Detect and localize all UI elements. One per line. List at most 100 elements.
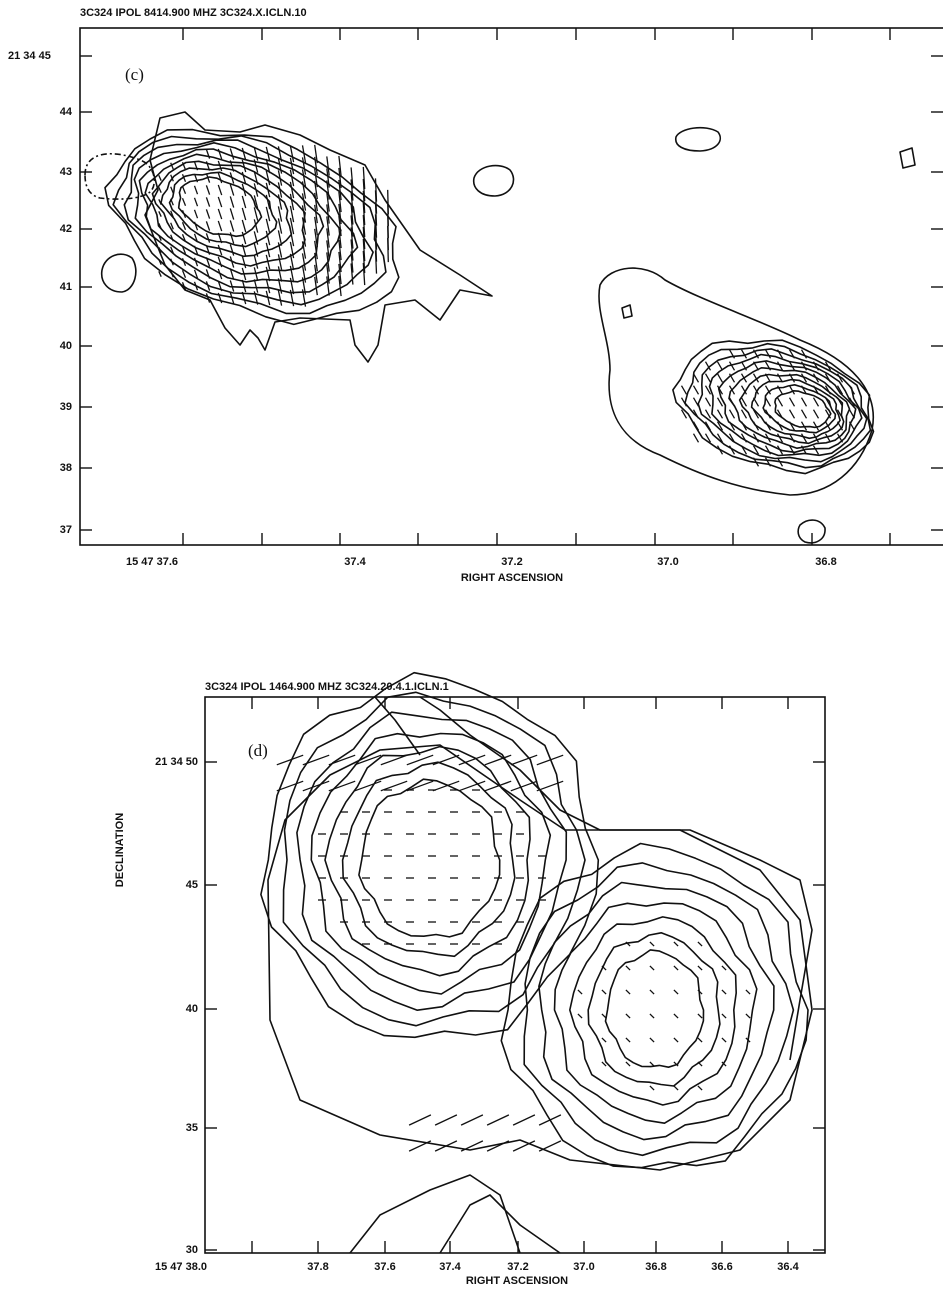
polarization-vector	[766, 398, 771, 407]
polarization-vector	[539, 1115, 561, 1125]
y-tick-label: 30	[186, 1244, 198, 1256]
polarization-vector	[698, 966, 702, 970]
polarization-vector	[694, 374, 699, 383]
y-axis-label: DECLINATION	[114, 813, 126, 887]
polarization-vector	[539, 1141, 561, 1151]
polarization-vector	[195, 210, 198, 218]
x-axis-label: RIGHT ASCENSION	[461, 572, 563, 584]
polarization-vector	[230, 184, 233, 195]
polarization-vector	[487, 1115, 509, 1125]
contour	[900, 148, 915, 168]
polarization-vector	[381, 755, 407, 765]
polarization-vector	[802, 398, 807, 407]
x-tick-label: 37.4	[439, 1261, 461, 1273]
contour	[555, 903, 757, 1123]
contour	[676, 128, 721, 151]
polarization-vector	[694, 434, 699, 443]
polarization-vector	[650, 966, 654, 970]
polarization-vector	[626, 1038, 630, 1042]
polarization-vector	[814, 398, 819, 407]
polarization-vector	[206, 209, 209, 218]
panel-header: 3C324 IPOL 8414.900 MHZ 3C324.X.ICLN.10	[80, 7, 307, 19]
y-tick-label: 40	[60, 340, 72, 352]
contour	[152, 161, 305, 266]
polarization-vector	[790, 398, 795, 407]
polarization-vector	[242, 256, 245, 268]
polarization-vector	[409, 1115, 431, 1125]
polarization-vector	[674, 966, 678, 970]
polarization-vector	[730, 410, 735, 419]
x-tick-label: 37.4	[344, 556, 366, 568]
polarization-vector	[698, 1038, 702, 1042]
polarization-vector	[183, 186, 186, 193]
polarization-vector	[230, 208, 233, 219]
contour	[311, 734, 550, 995]
x-tick-label: 15 47 37.6	[126, 556, 178, 568]
polarization-vector	[674, 942, 678, 946]
page-body: 3C324 IPOL 8414.900 MHZ 3C324.X.ICLN.10 …	[0, 0, 943, 1293]
x-tick-label: 37.0	[657, 556, 678, 568]
x-tick-label: 36.4	[777, 1261, 799, 1273]
polarization-vector	[218, 161, 221, 171]
contour	[139, 149, 341, 282]
contour	[539, 883, 774, 1140]
polarization-vector	[461, 1115, 483, 1125]
polarization-vector	[159, 175, 161, 180]
polarization-vector	[674, 1086, 678, 1090]
polarization-vector	[513, 1115, 535, 1125]
y-tick-label: 37	[60, 524, 72, 536]
polarization-vector	[754, 398, 759, 407]
contour	[283, 692, 585, 1025]
polarization-vector	[435, 1115, 457, 1125]
polarization-vector	[171, 187, 174, 193]
polarization-vector	[694, 398, 699, 407]
polarization-vector	[674, 1038, 678, 1042]
y-tick-label: 43	[60, 166, 72, 178]
contour	[622, 305, 632, 318]
contour	[606, 950, 704, 1067]
polarization-vector	[742, 374, 747, 383]
x-tick-label: 37.8	[307, 1261, 328, 1273]
x-tick-label: 36.6	[711, 1261, 732, 1273]
polarization-vector	[698, 1086, 702, 1090]
polarization-vector	[230, 244, 233, 255]
contour	[501, 844, 808, 1168]
polarization-vector	[650, 990, 654, 994]
polarization-vector	[218, 149, 221, 159]
polarization-vector	[230, 220, 233, 231]
polarization-vector	[746, 990, 750, 994]
contour	[102, 254, 136, 292]
polarization-vector	[195, 186, 198, 194]
polarization-vector	[218, 257, 221, 267]
polarization-vector	[626, 966, 630, 970]
polarization-vector	[650, 1014, 654, 1018]
polarization-vector	[242, 220, 245, 232]
x-tick-label: 37.2	[501, 556, 522, 568]
polarization-vector	[682, 386, 687, 395]
polarization-vector	[718, 362, 723, 371]
polarization-vector	[766, 350, 771, 359]
panel-c: 3C324 IPOL 8414.900 MHZ 3C324.X.ICLN.10 …	[8, 7, 943, 584]
x-tick-label: 36.8	[645, 1261, 666, 1273]
x-tick-label: 36.8	[815, 556, 836, 568]
polarization-vector	[802, 410, 807, 419]
polarization-vector	[766, 446, 771, 455]
polarization-vector	[206, 221, 209, 230]
polarization-vector	[778, 362, 783, 371]
polarization-vector	[718, 410, 723, 419]
y-tick-label: 21 34 50	[155, 756, 198, 768]
contour	[359, 779, 500, 937]
polarization-vector	[650, 1038, 654, 1042]
x-tick-label: 37.0	[573, 1261, 594, 1273]
polarization-vector	[626, 990, 630, 994]
polarization-vector	[790, 422, 795, 431]
polarization-vector	[206, 185, 209, 194]
contour	[474, 166, 514, 196]
polarization-vector	[850, 410, 855, 419]
polarization-vector	[435, 1141, 457, 1151]
polarization-vector	[778, 398, 783, 407]
polarization-vector	[218, 209, 221, 219]
polarization-vector	[206, 269, 209, 278]
x-tick-label: 15 47 38.0	[155, 1261, 207, 1273]
polarization-vector	[230, 196, 233, 207]
